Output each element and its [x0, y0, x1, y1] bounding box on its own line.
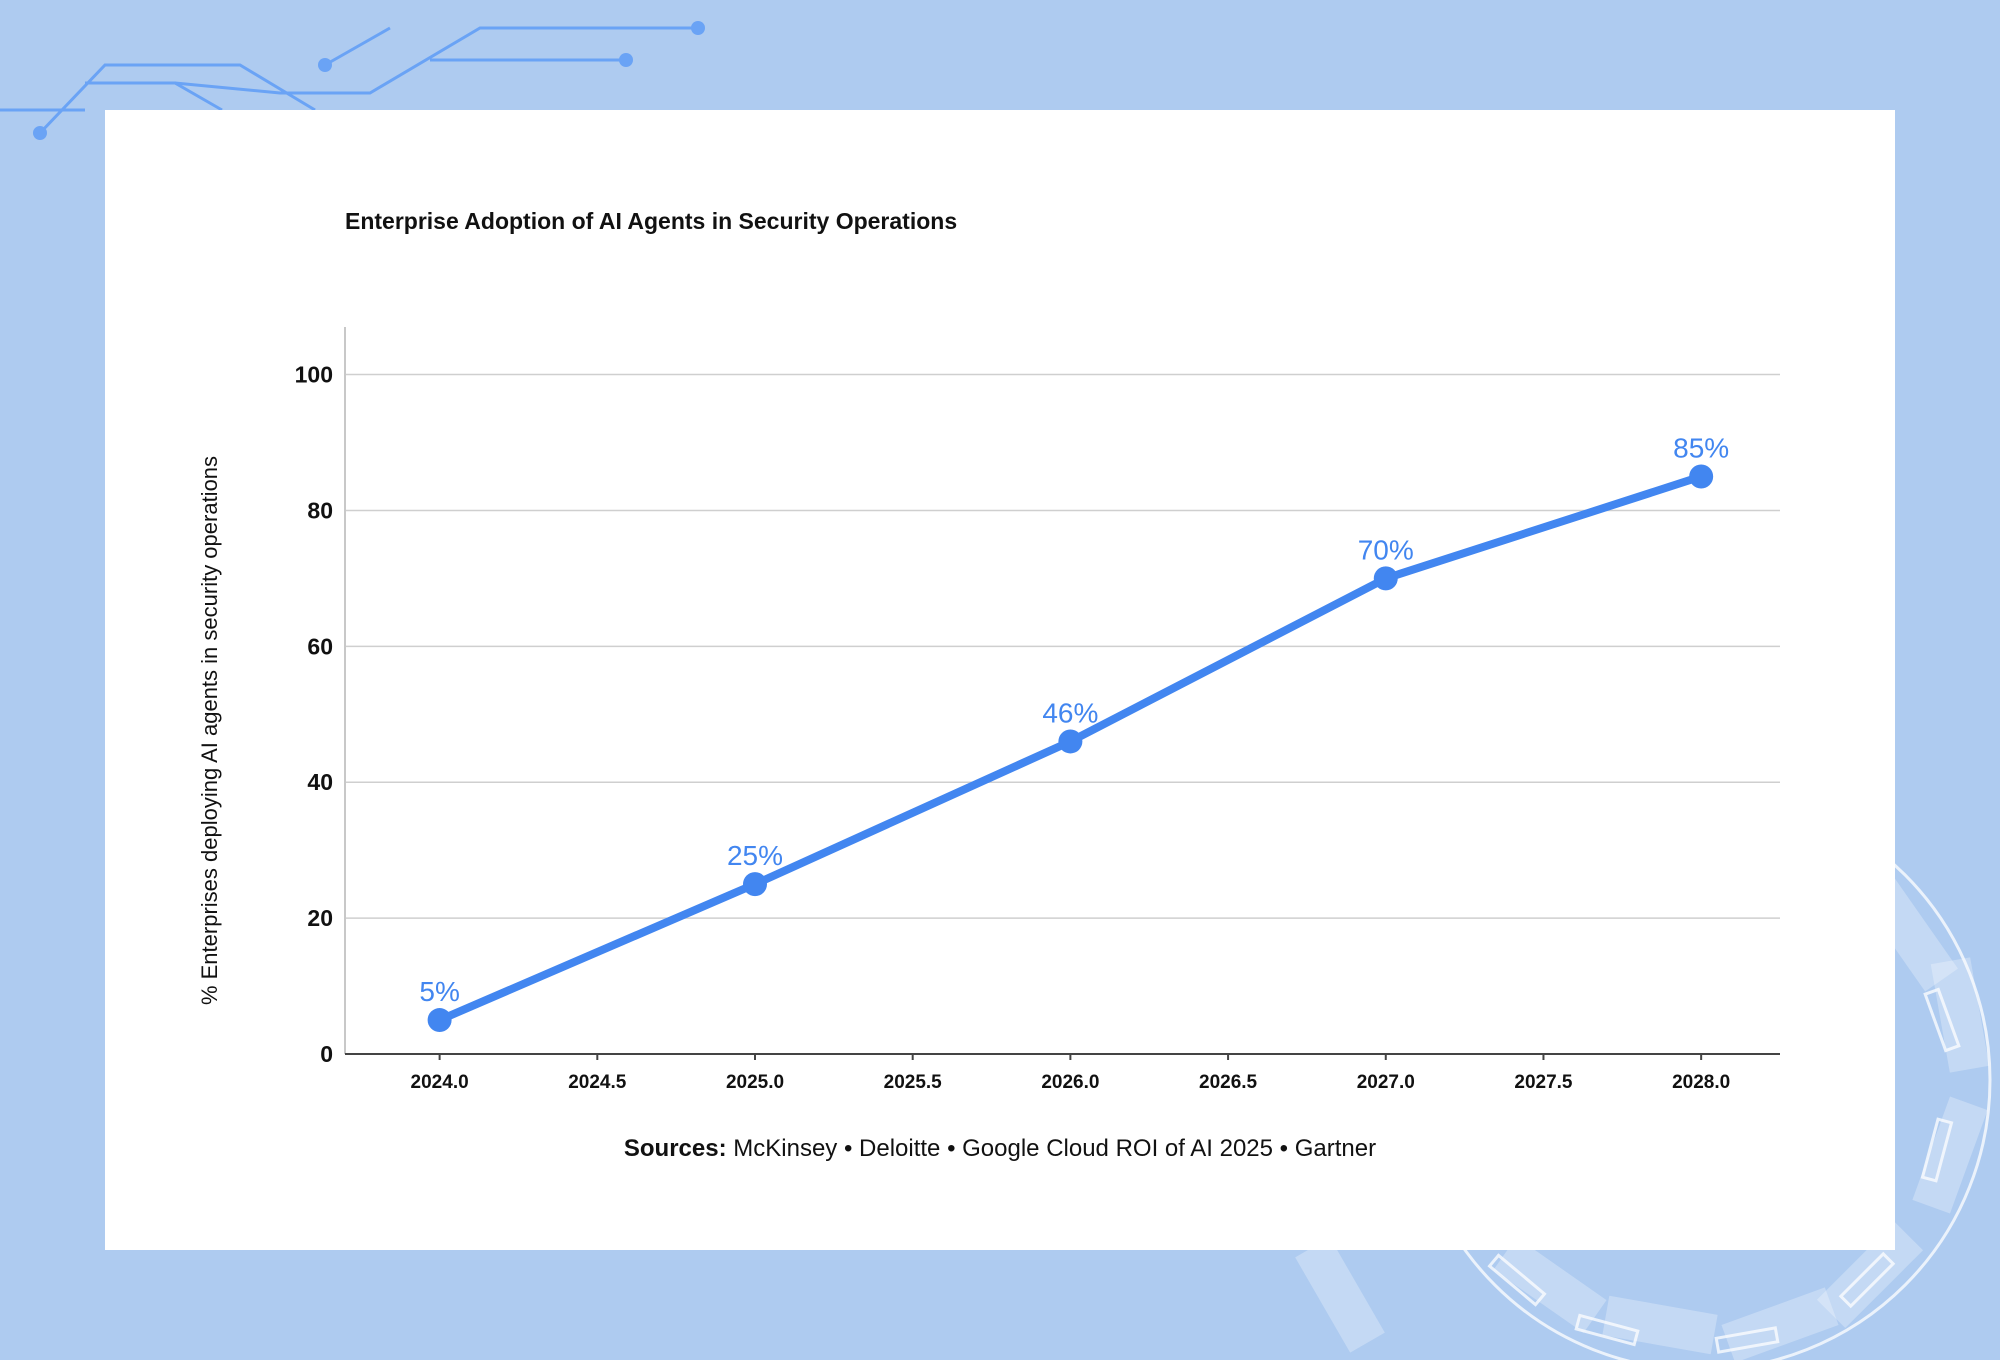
radial-rays: [1295, 878, 1990, 1360]
y-tick-label: 0: [320, 1041, 333, 1067]
sources-label: Sources:: [623, 1135, 727, 1162]
circuit-nodes: [33, 21, 705, 140]
y-tick-label: 80: [307, 497, 333, 523]
data-label: 46%: [1042, 697, 1098, 728]
x-tick-label: 2026.5: [1199, 1072, 1258, 1093]
y-axis-title: % Enterprises deploying AI agents in sec…: [197, 456, 222, 1005]
y-tick-label: 40: [307, 769, 333, 795]
data-point: [1373, 566, 1398, 591]
x-tick-label: 2025.0: [726, 1072, 784, 1093]
data-label: 70%: [1358, 534, 1414, 565]
sources-note: Sources: McKinsey • Deloitte • Google Cl…: [105, 1135, 1895, 1163]
data-point: [1689, 464, 1714, 489]
x-tick-label: 2028.0: [1672, 1072, 1730, 1093]
x-tick-label: 2027.0: [1357, 1072, 1415, 1093]
chart-title: Enterprise Adoption of AI Agents in Secu…: [345, 208, 958, 234]
data-point: [1058, 729, 1083, 754]
x-tick-label: 2025.5: [884, 1072, 943, 1093]
chart-card: Enterprise Adoption of AI Agents in Secu…: [105, 110, 1895, 1250]
x-tick-label: 2024.0: [411, 1072, 469, 1093]
data-label: 5%: [419, 976, 459, 1007]
data-label: 25%: [727, 840, 783, 871]
y-tick-label: 100: [295, 362, 333, 388]
data-point: [743, 872, 767, 897]
x-tick-label: 2027.5: [1514, 1072, 1573, 1093]
y-tick-label: 20: [307, 905, 333, 931]
sources-list: McKinsey • Deloitte • Google Cloud ROI o…: [726, 1135, 1377, 1162]
circuit-lines: [0, 26, 698, 135]
x-tick-label: 2024.5: [568, 1072, 627, 1093]
y-tick-label: 60: [307, 633, 333, 659]
data-point: [427, 1008, 452, 1033]
x-tick-label: 2026.0: [1041, 1072, 1099, 1093]
line-chart: 0 20 40 60 80 100 2024.0 2024.5 2025.0 2025.5 2026…: [197, 327, 1780, 1093]
data-label: 85%: [1673, 432, 1729, 463]
